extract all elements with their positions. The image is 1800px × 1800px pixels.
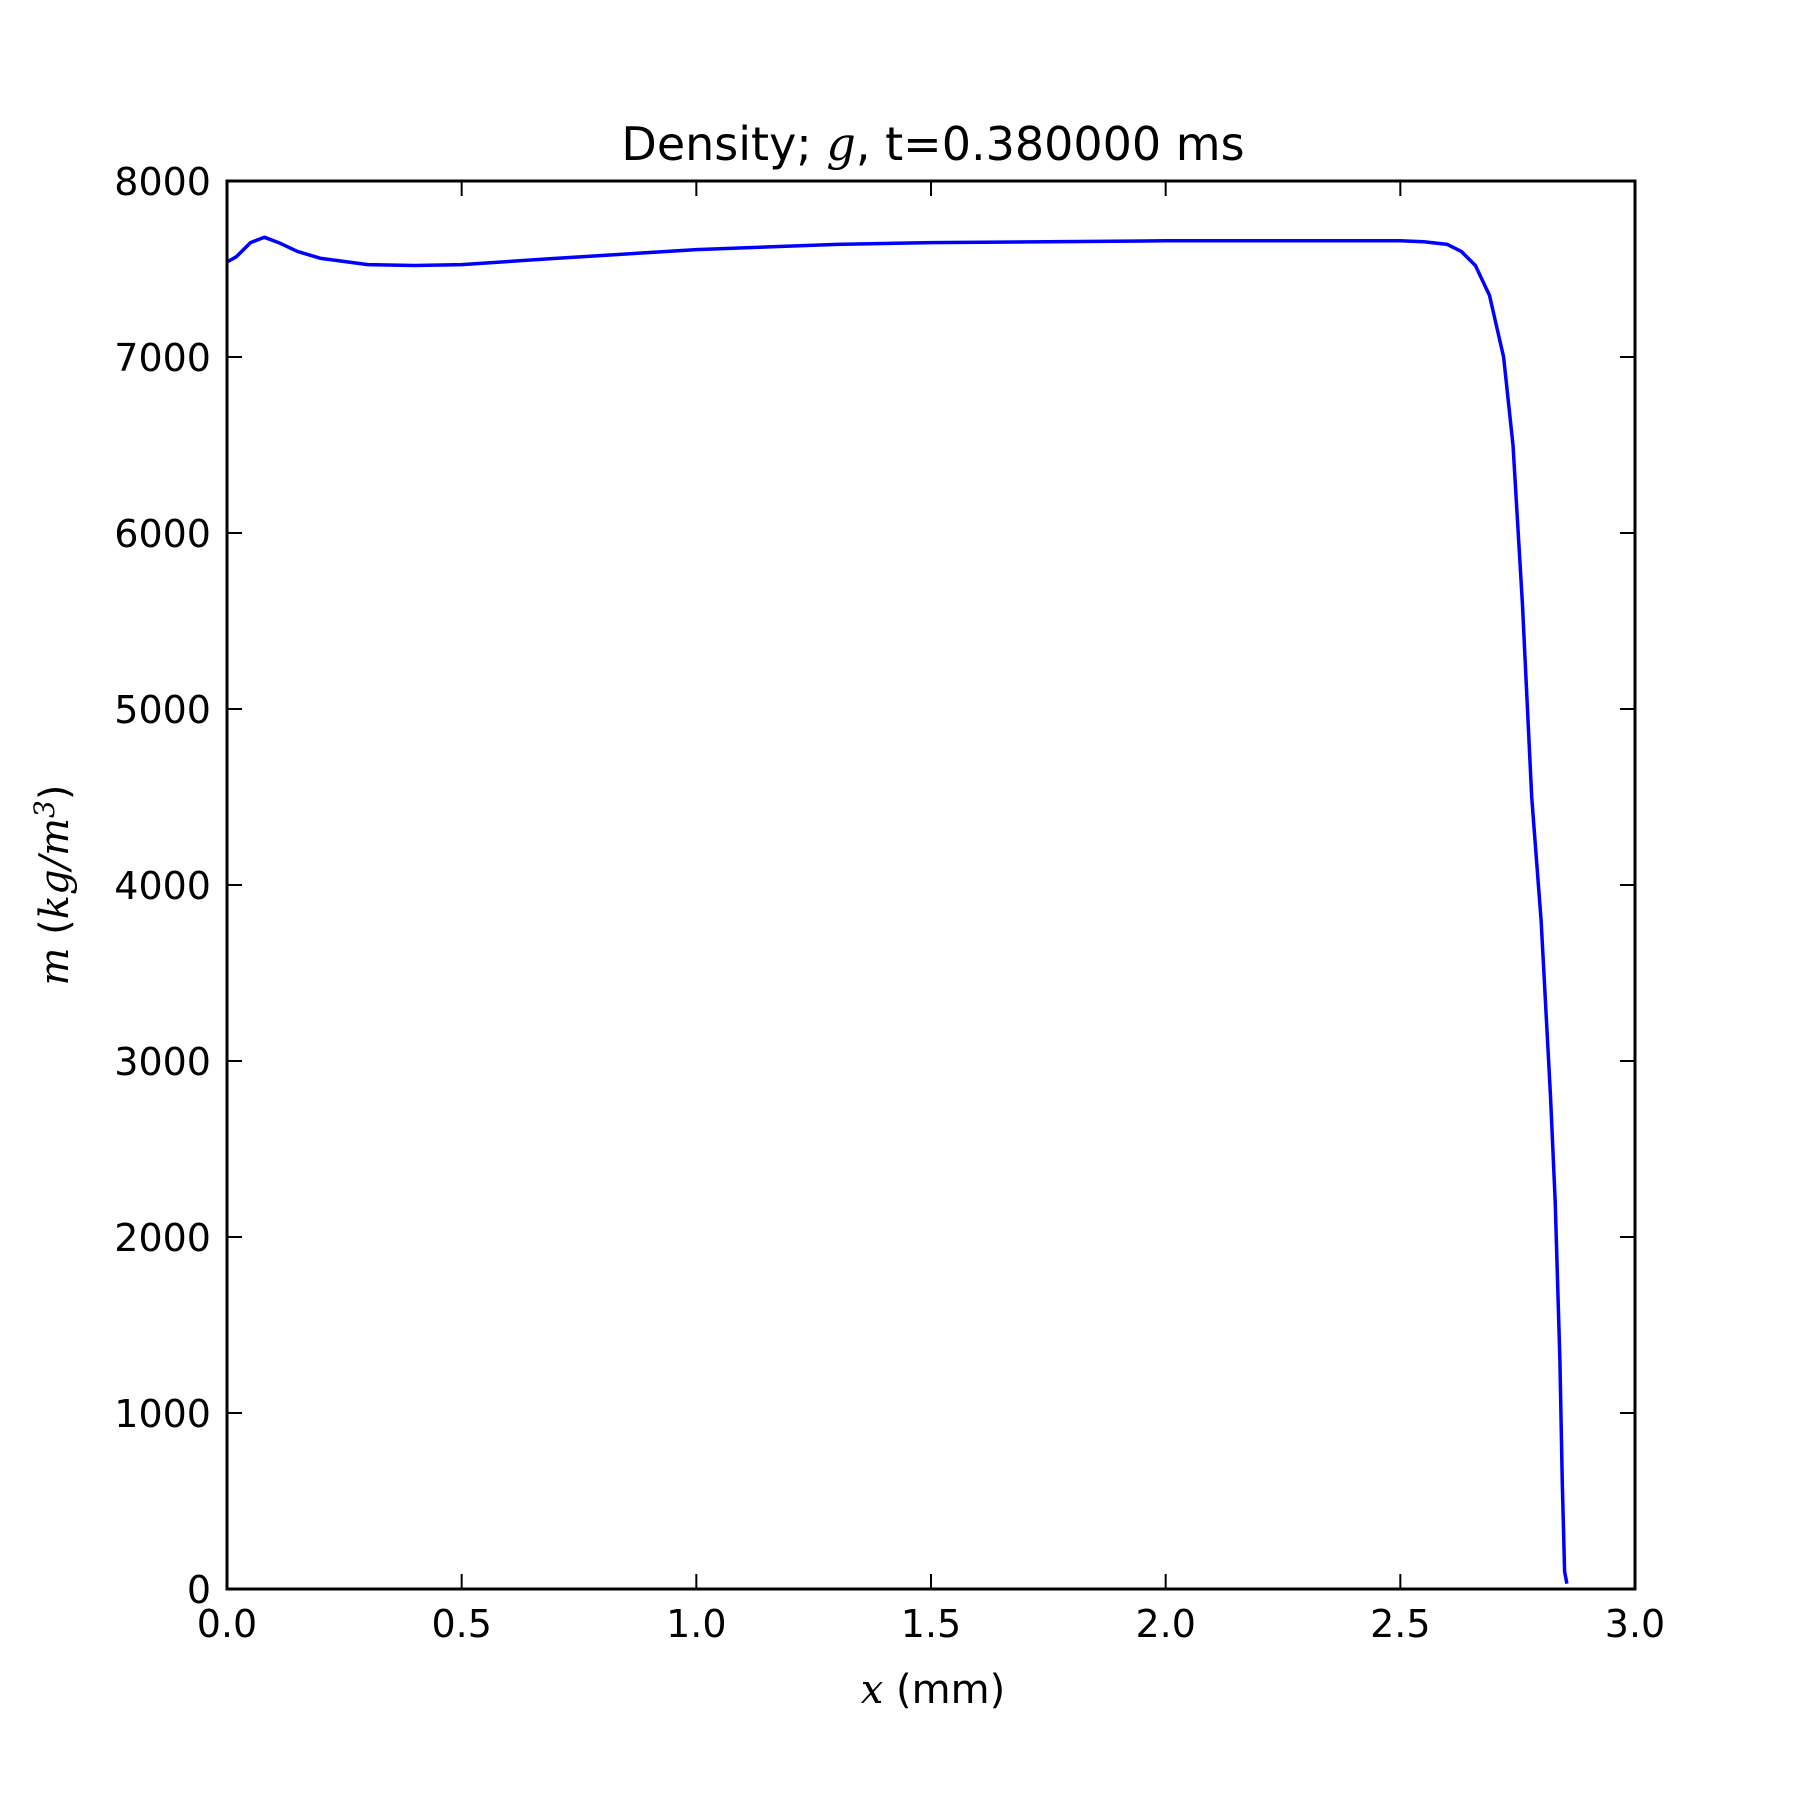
x-axis-label-text: (mm) <box>883 1667 1005 1713</box>
y-axis-label-var: m <box>32 948 78 986</box>
y-axis-label-unit: kg/m <box>32 818 78 919</box>
y-tick-label: 0 <box>187 1568 211 1612</box>
x-axis-label: x (mm) <box>861 1667 1005 1713</box>
plot-frame <box>225 179 1637 1591</box>
x-tick-label: 3.0 <box>1605 1602 1665 1646</box>
y-tick-label: 1000 <box>114 1392 211 1436</box>
x-tick-label: 0.0 <box>197 1602 257 1646</box>
y-axis-label-unit-sup: 3 <box>28 800 61 818</box>
y-tick-label: 7000 <box>114 336 211 380</box>
chart-title: Density; g, t=0.380000 ms <box>621 117 1244 171</box>
x-tick-labels: 0.0 0.5 1.0 1.5 2.0 2.5 3.0 <box>197 1602 1665 1646</box>
y-tick-label: 2000 <box>114 1216 211 1260</box>
y-tick-label: 3000 <box>114 1040 211 1084</box>
x-tick-label: 2.5 <box>1370 1602 1430 1646</box>
y-tick-label: 8000 <box>114 160 211 204</box>
y-tick-label: 4000 <box>114 864 211 908</box>
x-tick-label: 2.0 <box>1135 1602 1195 1646</box>
y-tick-labels: 0 1000 2000 3000 4000 5000 6000 7000 8000 <box>114 160 211 1612</box>
x-tick-label: 1.5 <box>901 1602 961 1646</box>
axis-ticks <box>227 181 1635 1589</box>
x-tick-label: 1.0 <box>666 1602 726 1646</box>
y-axis-label-close: ) <box>32 785 78 801</box>
chart-title-prefix: Density; <box>621 117 826 171</box>
y-tick-label: 5000 <box>114 688 211 732</box>
y-axis-label: m (kg/m3) <box>28 785 78 986</box>
x-tick-label: 0.5 <box>431 1602 491 1646</box>
density-series-line <box>226 235 1569 1585</box>
x-axis-label-math: x <box>861 1667 884 1713</box>
chart-title-suffix: , t=0.380000 ms <box>856 117 1245 171</box>
y-axis-label-open: ( <box>32 919 78 947</box>
chart-title-math: g <box>826 117 855 171</box>
y-tick-label: 6000 <box>114 512 211 556</box>
